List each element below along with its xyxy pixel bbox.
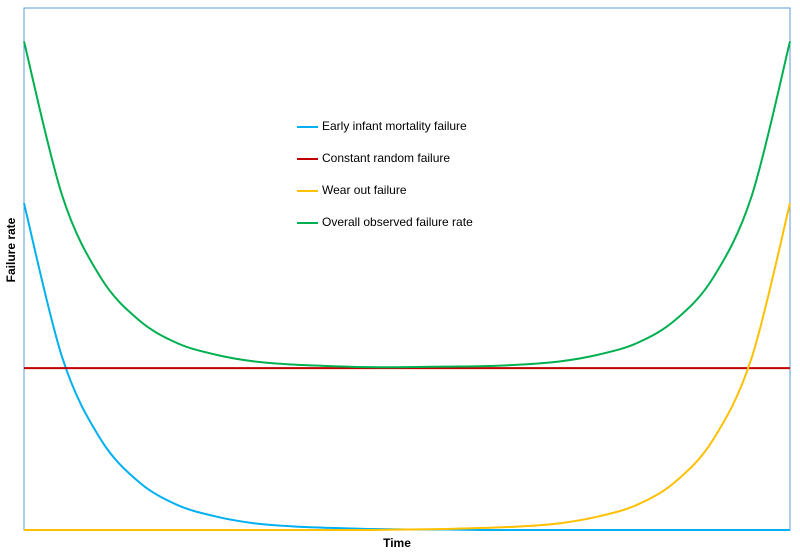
- series-line: [23, 41, 791, 369]
- plot-area: [23, 7, 791, 531]
- legend-label: Overall observed failure rate: [322, 215, 473, 229]
- legend-label: Wear out failure: [322, 183, 407, 197]
- series-line: [23, 202, 791, 532]
- y-axis-label: Failure rate: [4, 217, 18, 282]
- legend-label: Constant random failure: [322, 151, 450, 165]
- legend-label: Early infant mortality failure: [322, 119, 467, 133]
- x-axis-label: Time: [383, 536, 411, 550]
